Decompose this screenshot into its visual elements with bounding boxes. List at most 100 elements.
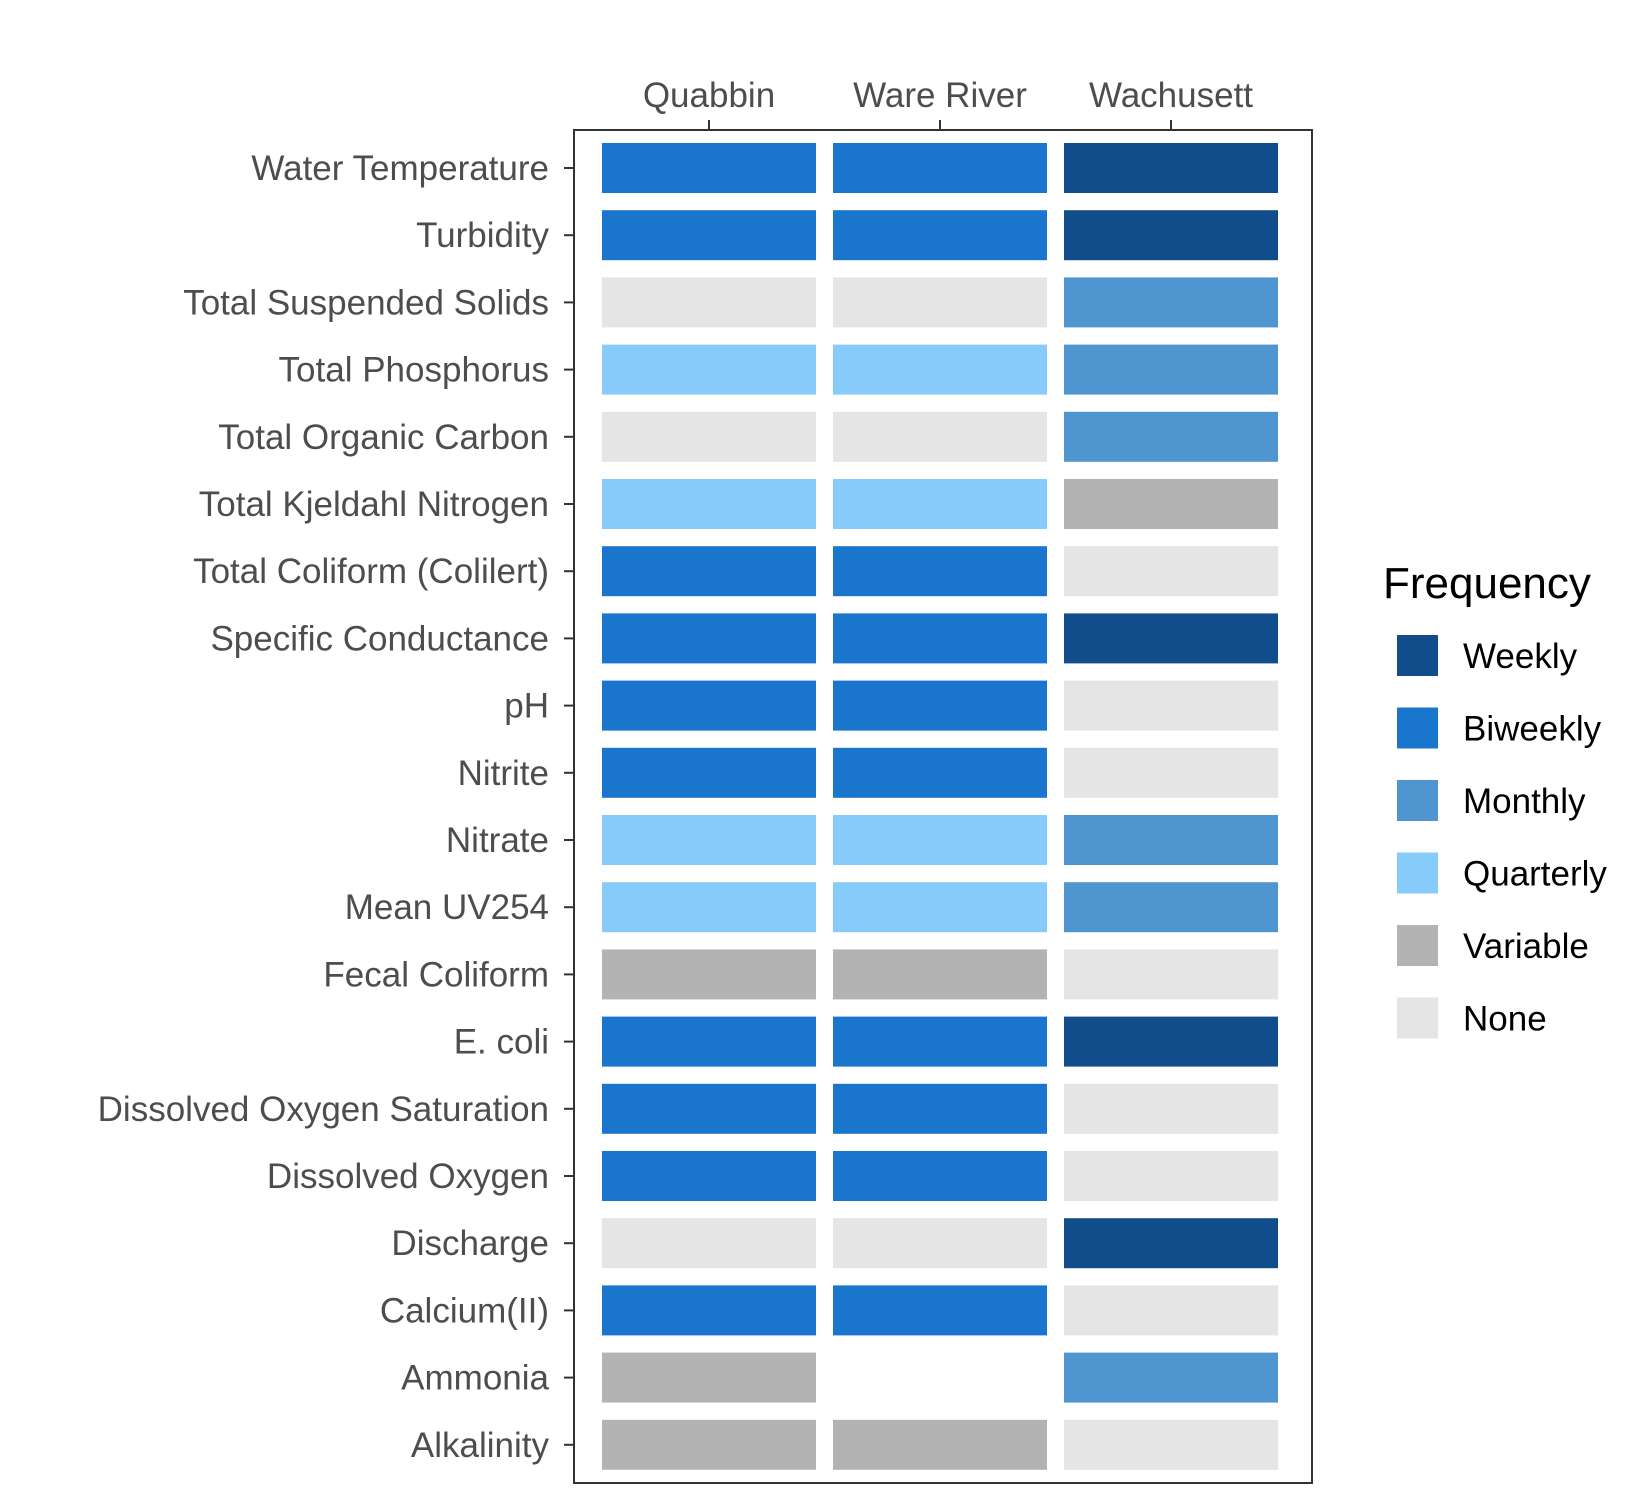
cell-turbidity-ware-river (833, 210, 1047, 261)
row-label-ph: pH (504, 687, 549, 726)
cell-mean-uv254-wachusett (1064, 882, 1278, 933)
legend-swatch-none (1397, 997, 1438, 1039)
cell-water-temperature-wachusett (1064, 143, 1278, 193)
row-label-dissolved-oxygen-saturation: Dissolved Oxygen Saturation (98, 1090, 549, 1129)
legend-title: Frequency (1383, 559, 1591, 608)
legend-label-weekly: Weekly (1463, 637, 1578, 676)
cell-total-coliform-colilert-ware-river (833, 546, 1047, 597)
cell-turbidity-quabbin (602, 210, 816, 261)
row-label-fecal-coliform: Fecal Coliform (323, 955, 549, 994)
cell-total-suspended-solids-quabbin (602, 277, 816, 328)
row-label-water-temperature: Water Temperature (251, 149, 549, 188)
cell-ammonia-wachusett (1064, 1352, 1278, 1403)
cell-total-suspended-solids-ware-river (833, 277, 1047, 328)
cell-total-phosphorus-quabbin (602, 344, 816, 395)
legend-items: Weekly Biweekly Monthly Quarterly Variable No… (1397, 635, 1607, 1039)
column-label-quabbin: Quabbin (643, 76, 775, 115)
cell-dissolved-oxygen-saturation-ware-river (833, 1083, 1047, 1134)
row-label-total-organic-carbon: Total Organic Carbon (218, 418, 549, 457)
cell-nitrite-wachusett (1064, 747, 1278, 798)
legend-label-none: None (1463, 1000, 1547, 1039)
cell-fecal-coliform-wachusett (1064, 949, 1278, 1000)
cell-total-organic-carbon-ware-river (833, 411, 1047, 462)
cell-total-phosphorus-ware-river (833, 344, 1047, 395)
cell-total-coliform-colilert-quabbin (602, 546, 816, 597)
row-label-total-kjeldahl-nitrogen: Total Kjeldahl Nitrogen (199, 485, 549, 524)
cell-calcium-ii-wachusett (1064, 1285, 1278, 1336)
cell-dissolved-oxygen-quabbin (602, 1151, 816, 1201)
legend-swatch-variable (1397, 925, 1438, 966)
legend-label-monthly: Monthly (1463, 782, 1586, 821)
row-label-mean-uv254: Mean UV254 (345, 888, 549, 927)
cell-turbidity-wachusett (1064, 210, 1278, 261)
row-label-specific-conductance: Specific Conductance (210, 619, 549, 658)
cell-dissolved-oxygen-saturation-quabbin (602, 1083, 816, 1134)
heatmap-cells (602, 143, 1278, 1470)
cell-total-kjeldahl-nitrogen-quabbin (602, 479, 816, 529)
column-label-ware-river: Ware River (853, 76, 1027, 115)
cell-total-suspended-solids-wachusett (1064, 277, 1278, 328)
cell-total-phosphorus-wachusett (1064, 344, 1278, 395)
cell-specific-conductance-wachusett (1064, 613, 1278, 664)
legend-swatch-weekly (1397, 635, 1438, 676)
cell-total-kjeldahl-nitrogen-ware-river (833, 479, 1047, 529)
cell-fecal-coliform-ware-river (833, 949, 1047, 1000)
cell-total-coliform-colilert-wachusett (1064, 546, 1278, 597)
row-label-calcium-ii: Calcium(II) (380, 1291, 549, 1330)
cell-ph-wachusett (1064, 680, 1278, 731)
cell-mean-uv254-ware-river (833, 882, 1047, 933)
cell-dissolved-oxygen-ware-river (833, 1151, 1047, 1201)
cell-mean-uv254-quabbin (602, 882, 816, 933)
row-label-alkalinity: Alkalinity (411, 1426, 550, 1465)
cell-specific-conductance-ware-river (833, 613, 1047, 664)
cell-total-kjeldahl-nitrogen-wachusett (1064, 479, 1278, 529)
row-label-ammonia: Ammonia (401, 1359, 549, 1398)
cell-alkalinity-ware-river (833, 1419, 1047, 1470)
row-label-nitrate: Nitrate (446, 821, 549, 860)
row-label-discharge: Discharge (391, 1224, 549, 1263)
cell-e-coli-quabbin (602, 1016, 816, 1067)
row-label-turbidity: Turbidity (416, 216, 549, 255)
row-label-total-suspended-solids: Total Suspended Solids (183, 283, 549, 322)
column-label-wachusett: Wachusett (1089, 76, 1253, 115)
cell-calcium-ii-quabbin (602, 1285, 816, 1336)
legend-swatch-quarterly (1397, 852, 1438, 894)
cell-nitrate-quabbin (602, 815, 816, 865)
cell-discharge-ware-river (833, 1218, 1047, 1269)
cell-discharge-quabbin (602, 1218, 816, 1269)
cell-alkalinity-quabbin (602, 1419, 816, 1470)
cell-alkalinity-wachusett (1064, 1419, 1278, 1470)
legend-label-quarterly: Quarterly (1463, 855, 1607, 894)
cell-dissolved-oxygen-saturation-wachusett (1064, 1083, 1278, 1134)
cell-total-organic-carbon-quabbin (602, 411, 816, 462)
cell-e-coli-ware-river (833, 1016, 1047, 1067)
row-label-total-coliform-colilert: Total Coliform (Colilert) (193, 552, 549, 591)
cell-nitrate-ware-river (833, 815, 1047, 865)
row-label-nitrite: Nitrite (458, 754, 549, 793)
cell-nitrate-wachusett (1064, 815, 1278, 865)
cell-total-organic-carbon-wachusett (1064, 411, 1278, 462)
legend: Frequency Weekly Biweekly Monthly Quarterly… (1383, 559, 1607, 1039)
cell-dissolved-oxygen-wachusett (1064, 1151, 1278, 1201)
cell-ph-quabbin (602, 680, 816, 731)
cell-ammonia-quabbin (602, 1352, 816, 1403)
row-label-e-coli: E. coli (454, 1023, 549, 1062)
row-label-dissolved-oxygen: Dissolved Oxygen (267, 1157, 549, 1196)
plot-panel (573, 129, 1313, 1484)
cell-e-coli-wachusett (1064, 1016, 1278, 1067)
cell-nitrite-quabbin (602, 747, 816, 798)
cell-nitrite-ware-river (833, 747, 1047, 798)
cell-ph-ware-river (833, 680, 1047, 731)
legend-swatch-monthly (1397, 780, 1438, 821)
cell-water-temperature-ware-river (833, 143, 1047, 193)
legend-swatch-biweekly (1397, 707, 1438, 749)
row-axis: Water Temperature Turbidity Total Suspende… (98, 149, 574, 1465)
legend-label-variable: Variable (1463, 927, 1589, 966)
cell-calcium-ii-ware-river (833, 1285, 1047, 1336)
cell-water-temperature-quabbin (602, 143, 816, 193)
legend-label-biweekly: Biweekly (1463, 710, 1602, 749)
cell-fecal-coliform-quabbin (602, 949, 816, 1000)
row-label-total-phosphorus: Total Phosphorus (279, 351, 549, 390)
cell-specific-conductance-quabbin (602, 613, 816, 664)
